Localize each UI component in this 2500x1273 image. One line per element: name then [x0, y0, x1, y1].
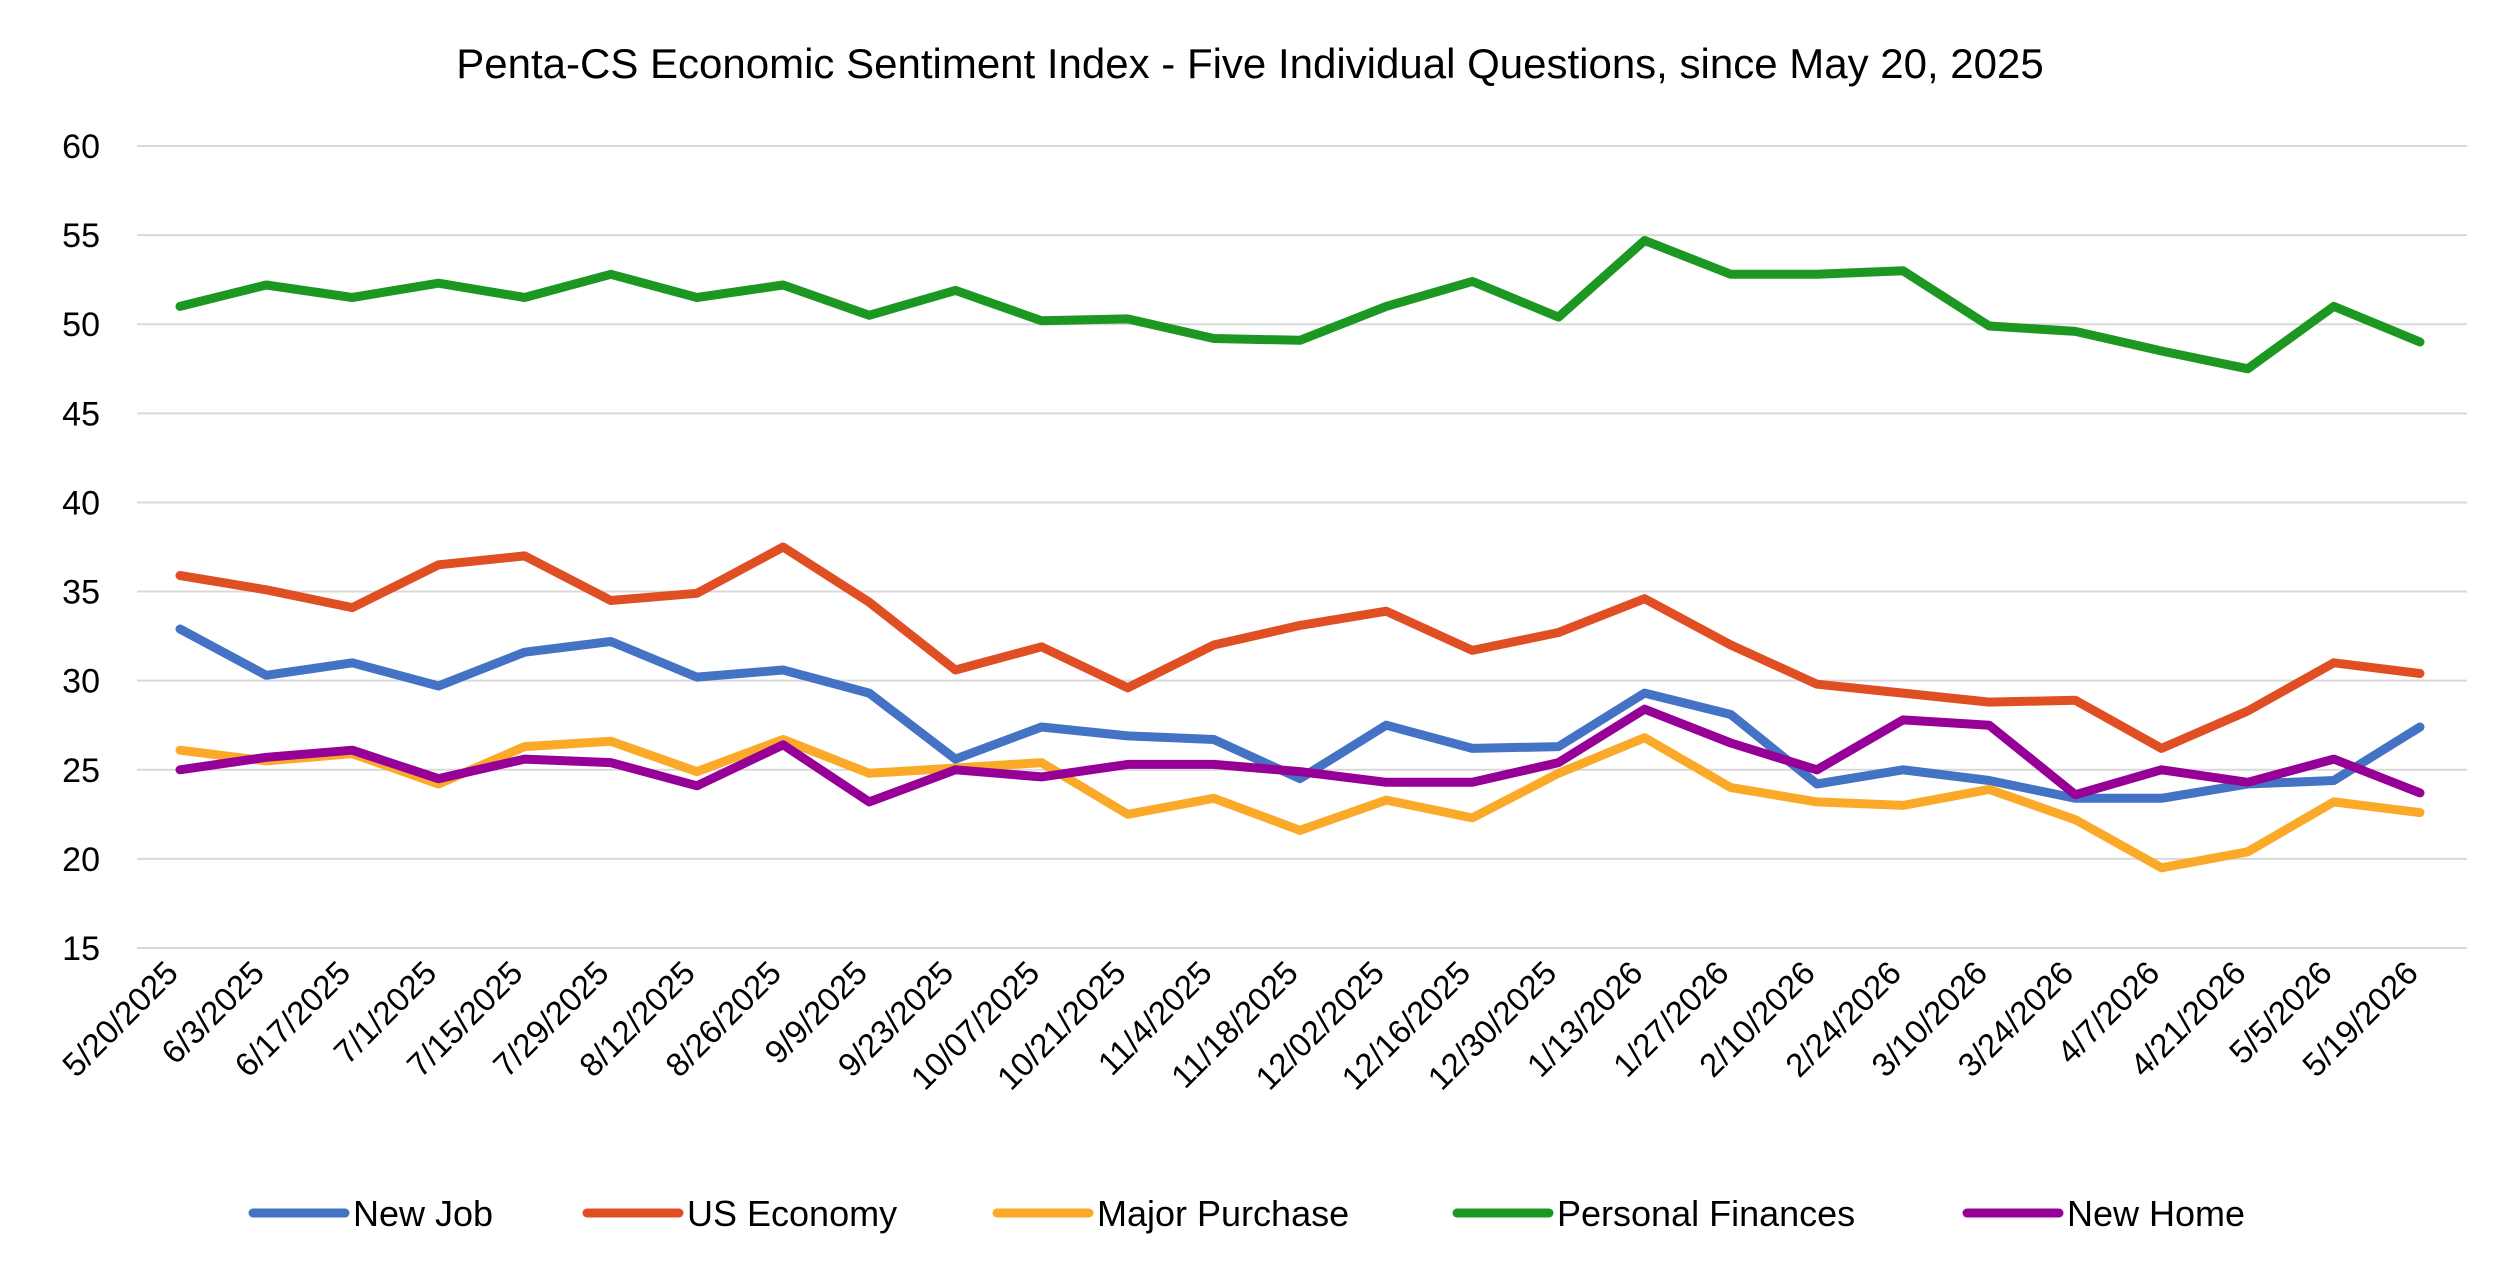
legend-label-major-purchase: Major Purchase	[1097, 1193, 1349, 1234]
y-tick-label: 50	[62, 306, 100, 344]
y-tick-label: 45	[62, 395, 100, 433]
x-axis-ticks: 5/20/20256/3/20256/17/20257/1/20257/15/2…	[55, 954, 2425, 1097]
series-line-new-home	[175, 704, 2425, 807]
y-tick-label: 55	[62, 217, 100, 255]
y-tick-label: 25	[62, 752, 100, 790]
gridlines	[137, 145, 2467, 949]
chart-title: Penta-CS Economic Sentiment Index - Five…	[456, 40, 2043, 87]
series-line-major-purchase	[175, 733, 2425, 873]
y-tick-label: 20	[62, 841, 100, 879]
series-line-new-job	[175, 624, 2425, 803]
legend-label-personal-finances: Personal Finances	[1557, 1193, 1855, 1234]
y-tick-label: 40	[62, 484, 100, 522]
series-line-personal-finances	[175, 236, 2425, 374]
y-axis-ticks: 15 20 25 30 35 40 45 50 55 60	[62, 128, 100, 968]
series-lines	[175, 236, 2425, 873]
y-tick-label: 60	[62, 128, 100, 166]
legend-label-new-job: New Job	[353, 1193, 493, 1234]
legend-label-us-economy: US Economy	[687, 1193, 897, 1234]
legend-label-new-home: New Home	[2067, 1193, 2245, 1234]
legend: New Job US Economy Major Purchase Personal …	[248, 1193, 2245, 1234]
x-tick-label: 5/20/2025	[55, 954, 185, 1084]
y-tick-label: 15	[62, 930, 100, 968]
y-tick-label: 30	[62, 663, 100, 701]
y-tick-label: 35	[62, 574, 100, 612]
series-line-us-economy	[175, 542, 2425, 753]
